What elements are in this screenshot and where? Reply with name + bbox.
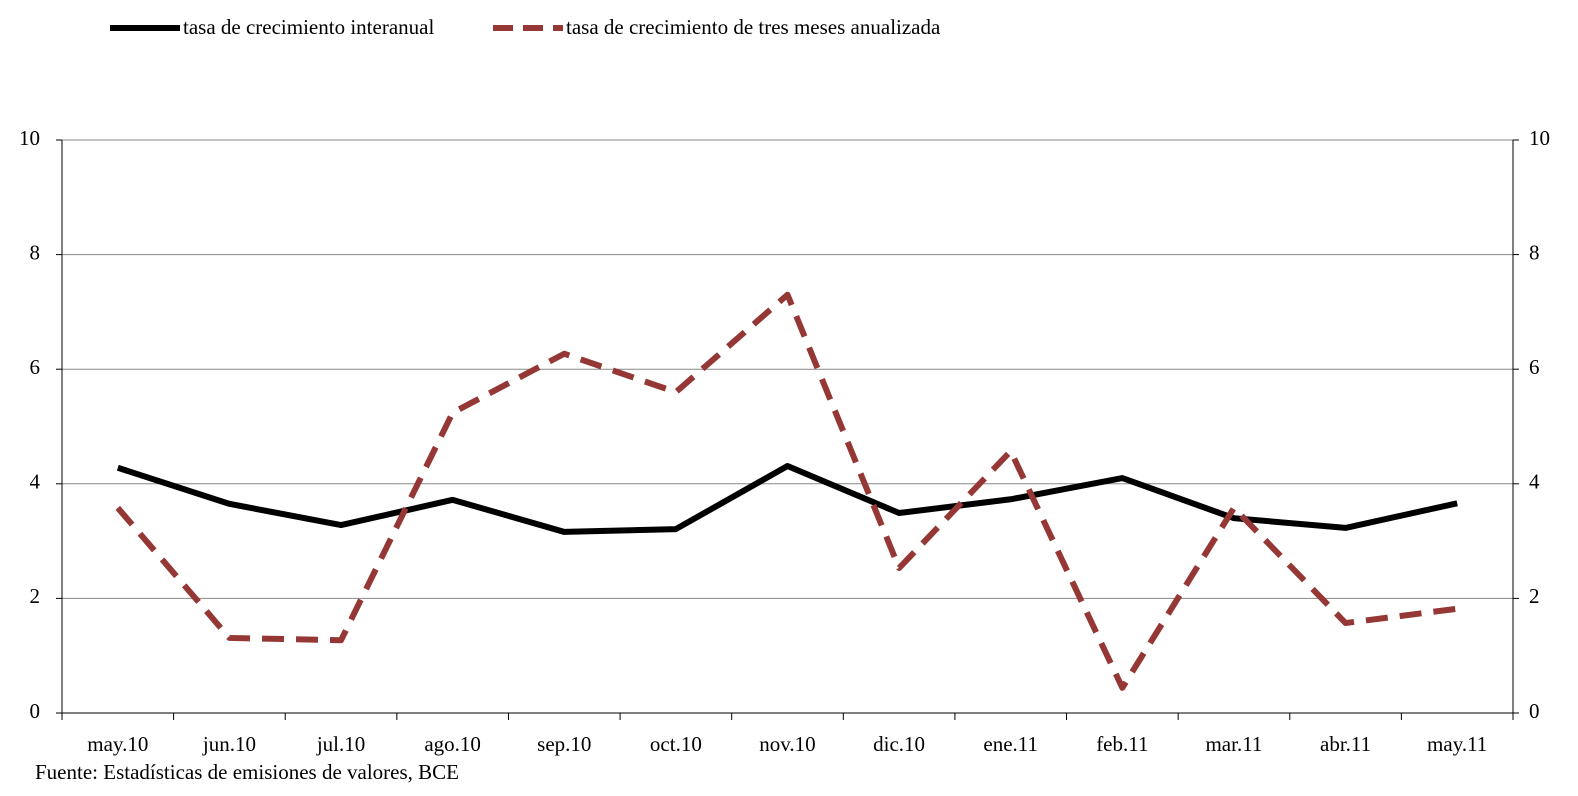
legend-label: tasa de crecimiento interanual — [183, 15, 434, 39]
y2-tick-label: 2 — [1529, 584, 1540, 608]
x-tick-label: ago.10 — [424, 732, 481, 756]
x-tick-label: jun.10 — [202, 732, 256, 756]
x-tick-label: sep.10 — [537, 732, 591, 756]
x-tick-label: abr.11 — [1320, 732, 1371, 756]
y2-tick-label: 8 — [1529, 240, 1540, 264]
y-tick-label: 10 — [19, 126, 40, 150]
y2-tick-label: 6 — [1529, 355, 1540, 379]
y2-tick-label: 10 — [1529, 126, 1550, 150]
x-tick-label: nov.10 — [759, 732, 815, 756]
x-tick-label: mar.11 — [1205, 732, 1262, 756]
y-tick-label: 4 — [30, 470, 41, 494]
y-tick-label: 0 — [30, 699, 41, 723]
y2-tick-label: 4 — [1529, 470, 1540, 494]
series-line — [115, 291, 1458, 691]
x-tick-label: oct.10 — [650, 732, 702, 756]
source-note: Fuente: Estadísticas de emisiones de val… — [35, 760, 459, 784]
x-tick-label: dic.10 — [873, 732, 925, 756]
x-tick-label: may.10 — [87, 732, 148, 756]
y-tick-label: 6 — [30, 355, 41, 379]
y-tick-label: 8 — [30, 240, 41, 264]
y-tick-label: 2 — [30, 584, 41, 608]
x-tick-label: may.11 — [1427, 732, 1487, 756]
y2-tick-label: 0 — [1529, 699, 1540, 723]
x-tick-label: jul.10 — [316, 732, 365, 756]
legend-label: tasa de crecimiento de tres meses anuali… — [566, 15, 941, 39]
x-tick-label: feb.11 — [1096, 732, 1148, 756]
series-line — [116, 463, 1458, 535]
x-tick-label: ene.11 — [983, 732, 1038, 756]
